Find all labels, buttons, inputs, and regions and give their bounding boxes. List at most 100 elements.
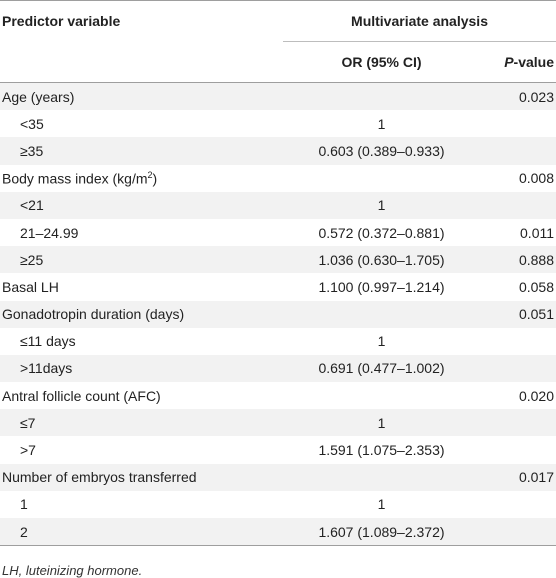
odds-ratio-cell bbox=[283, 382, 480, 410]
row-label-text: >11days bbox=[20, 360, 73, 377]
p-value-cell: 0.058 bbox=[480, 273, 556, 301]
table-row: ≥25 1.036 (0.630–1.705) 0.888 bbox=[0, 246, 556, 274]
variable-label: Age (years) bbox=[0, 83, 283, 111]
multivariate-header: Multivariate analysis bbox=[283, 1, 556, 42]
category-label: ≥35 bbox=[0, 137, 283, 165]
row-label-text: 21–24.99 bbox=[20, 224, 79, 241]
p-value-cell: 0.023 bbox=[480, 83, 556, 111]
odds-ratio-cell: 1 bbox=[283, 191, 480, 219]
p-value-cell bbox=[480, 137, 556, 165]
table-row: ≤11 days 1 bbox=[0, 327, 556, 355]
row-label-text: ≤11 days bbox=[20, 333, 76, 350]
p-value-cell: 0.020 bbox=[480, 382, 556, 410]
p-value-cell bbox=[480, 409, 556, 437]
category-label: 1 bbox=[0, 490, 283, 518]
row-label-text: 1 bbox=[20, 496, 28, 513]
category-label: ≤7 bbox=[0, 409, 283, 437]
table-row: Body mass index (kg/m2) 0.008 bbox=[0, 164, 556, 192]
variable-label: Antral follicle count (AFC) bbox=[0, 382, 283, 410]
odds-ratio-cell: 1 bbox=[283, 409, 480, 437]
row-label-text: ≤7 bbox=[20, 414, 36, 431]
p-value-header-italic: P bbox=[504, 54, 514, 70]
table-row: ≥35 0.603 (0.389–0.933) bbox=[0, 137, 556, 165]
table-row: Basal LH 1.100 (0.997–1.214) 0.058 bbox=[0, 273, 556, 301]
category-label: <35 bbox=[0, 110, 283, 138]
table-row: >11days 0.691 (0.477–1.002) bbox=[0, 354, 556, 383]
odds-ratio-cell: 1.100 (0.997–1.214) bbox=[283, 273, 480, 301]
table-row: Gonadotropin duration (days) 0.051 bbox=[0, 300, 556, 328]
odds-ratio-cell: 1.036 (0.630–1.705) bbox=[283, 246, 480, 274]
table-row: >7 1.591 (1.075–2.353) bbox=[0, 436, 556, 464]
variable-label: Number of embryos transferred bbox=[0, 463, 283, 491]
row-label-text: 2 bbox=[20, 523, 28, 540]
variable-label: Basal LH bbox=[0, 273, 283, 301]
p-value-cell bbox=[480, 518, 556, 546]
table-row: 21–24.99 0.572 (0.372–0.881) 0.011 bbox=[0, 218, 556, 247]
p-value-header: P-value bbox=[480, 42, 556, 83]
category-label: 21–24.99 bbox=[0, 218, 283, 247]
results-table: Predictor variable Multivariate analysis… bbox=[0, 1, 556, 546]
variable-label: Gonadotropin duration (days) bbox=[0, 300, 283, 328]
table-row: Age (years) 0.023 bbox=[0, 83, 556, 111]
odds-ratio-cell bbox=[283, 463, 480, 491]
row-label-end: ) bbox=[152, 170, 158, 187]
odds-ratio-cell: 1 bbox=[283, 327, 480, 355]
row-label-text: Basal LH bbox=[2, 278, 59, 295]
category-label: >7 bbox=[0, 436, 283, 464]
odds-ratio-cell: 1 bbox=[283, 490, 480, 518]
bottom-rule bbox=[0, 545, 556, 547]
table-row: Antral follicle count (AFC) 0.020 bbox=[0, 382, 556, 410]
p-value-cell bbox=[480, 191, 556, 219]
odds-ratio-cell: 1 bbox=[283, 110, 480, 138]
odds-ratio-cell: 1.607 (1.089–2.372) bbox=[283, 518, 480, 546]
category-label: ≥25 bbox=[0, 246, 283, 274]
variable-label: Body mass index (kg/m2) bbox=[0, 164, 283, 192]
category-label: 2 bbox=[0, 518, 283, 546]
p-value-cell: 0.011 bbox=[480, 218, 556, 247]
or-header: OR (95% CI) bbox=[341, 54, 422, 70]
table-row: <21 1 bbox=[0, 191, 556, 219]
odds-ratio-cell: 0.572 (0.372–0.881) bbox=[283, 218, 480, 247]
table-body: Age (years) 0.023 <35 1 ≥35 0.603 (0.389–0.93… bbox=[0, 83, 556, 546]
p-value-cell bbox=[480, 490, 556, 518]
p-value-cell bbox=[480, 354, 556, 383]
category-label: ≤11 days bbox=[0, 327, 283, 355]
p-value-cell: 0.008 bbox=[480, 164, 556, 192]
odds-ratio-cell bbox=[283, 300, 480, 328]
row-label-text: <35 bbox=[20, 115, 44, 132]
row-label-text: ≥35 bbox=[20, 142, 44, 159]
p-value-cell bbox=[480, 110, 556, 138]
p-value-cell bbox=[480, 327, 556, 355]
row-label-text: Age (years) bbox=[2, 88, 75, 105]
header-spacer bbox=[0, 42, 283, 83]
row-label-text: Gonadotropin duration (days) bbox=[2, 306, 185, 323]
odds-ratio-cell bbox=[283, 83, 480, 111]
odds-ratio-cell: 1.591 (1.075–2.353) bbox=[283, 436, 480, 464]
odds-ratio-cell: 0.603 (0.389–0.933) bbox=[283, 137, 480, 165]
footnote: LH, luteinizing hormone. bbox=[2, 563, 143, 578]
category-label: >11days bbox=[0, 354, 283, 383]
table-row: <35 1 bbox=[0, 110, 556, 138]
p-value-header-rest: -value bbox=[513, 54, 555, 70]
superscript: 2 bbox=[147, 169, 153, 180]
header-rule bbox=[0, 82, 556, 83]
row-label-text: Number of embryos transferred bbox=[2, 469, 197, 486]
table-row: ≤7 1 bbox=[0, 409, 556, 437]
predictor-header: Predictor variable bbox=[2, 13, 121, 30]
row-label-text: <21 bbox=[20, 197, 44, 214]
top-rule bbox=[0, 0, 556, 1]
row-label-text: Antral follicle count (AFC) bbox=[2, 387, 161, 404]
table-row: Number of embryos transferred 0.017 bbox=[0, 463, 556, 491]
odds-ratio-cell: 0.691 (0.477–1.002) bbox=[283, 354, 480, 383]
row-label-text: Body mass index (kg/m bbox=[2, 170, 148, 187]
row-label-text: ≥25 bbox=[20, 251, 44, 268]
row-label-text: >7 bbox=[20, 442, 36, 459]
p-value-cell: 0.051 bbox=[480, 300, 556, 328]
p-value-cell bbox=[480, 436, 556, 464]
odds-ratio-cell bbox=[283, 164, 480, 192]
p-value-cell: 0.888 bbox=[480, 246, 556, 274]
p-value-cell: 0.017 bbox=[480, 463, 556, 491]
table-row: 2 1.607 (1.089–2.372) bbox=[0, 518, 556, 546]
